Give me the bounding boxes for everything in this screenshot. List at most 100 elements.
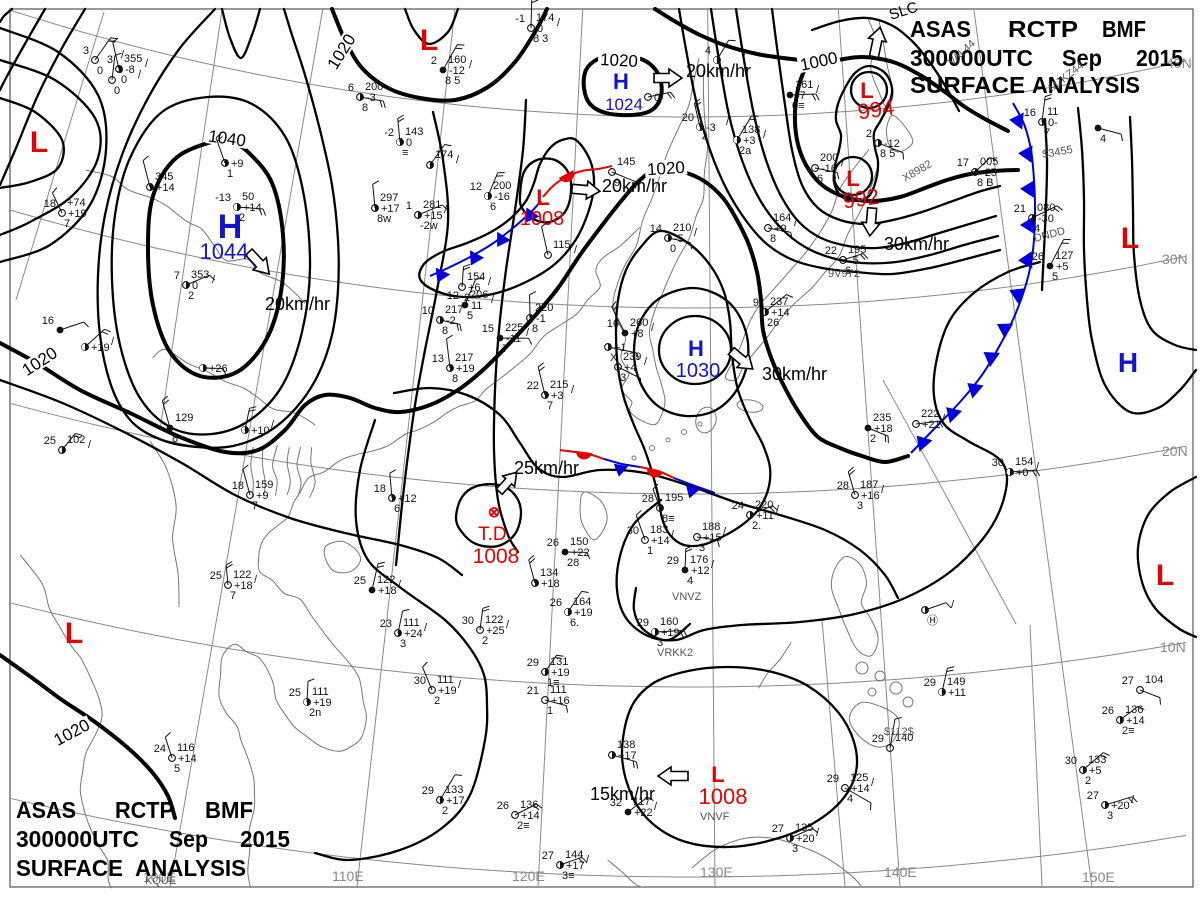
svg-text:+0: +0 (1016, 467, 1029, 479)
svg-text:8: 8 (442, 325, 448, 337)
svg-text:+14: +14 (851, 783, 870, 795)
svg-text:136: 136 (520, 799, 538, 811)
svg-text:/: / (111, 336, 115, 348)
svg-text:1008: 1008 (699, 784, 748, 809)
svg-text:2015: 2015 (240, 826, 290, 852)
svg-text:/: / (871, 777, 875, 789)
svg-text:-12: -12 (884, 138, 900, 150)
svg-text:16: 16 (42, 315, 54, 327)
svg-text:L: L (860, 78, 873, 103)
svg-text:/: / (88, 439, 92, 451)
svg-text:206: 206 (470, 289, 488, 301)
svg-text:+10: +10 (251, 425, 270, 437)
svg-text:297: 297 (380, 192, 398, 204)
svg-text:120E: 120E (512, 868, 545, 884)
svg-text:104: 104 (1145, 674, 1163, 686)
svg-text:-3: -3 (706, 122, 716, 134)
svg-text:26: 26 (1032, 251, 1044, 263)
svg-text:H: H (613, 69, 629, 94)
svg-text:111: 111 (437, 674, 454, 686)
svg-text:/: / (776, 504, 780, 516)
svg-text:200: 200 (365, 81, 383, 93)
svg-text:8: 8 (362, 102, 368, 114)
svg-text:2.: 2. (752, 520, 761, 532)
svg-text:16: 16 (1024, 107, 1036, 119)
svg-text:2: 2 (434, 695, 440, 707)
svg-text:30: 30 (462, 615, 474, 627)
svg-text:L: L (30, 126, 48, 159)
svg-text:138: 138 (617, 739, 635, 751)
svg-text:30: 30 (627, 525, 639, 537)
svg-text:111: 111 (312, 686, 329, 698)
svg-text:3: 3 (107, 54, 113, 66)
svg-text:25: 25 (354, 575, 366, 587)
svg-text:0-: 0- (1048, 117, 1058, 129)
svg-text:6: 6 (490, 201, 496, 213)
svg-text:122: 122 (485, 614, 503, 626)
svg-text:4: 4 (702, 132, 708, 144)
svg-text:1≡: 1≡ (547, 677, 560, 689)
svg-text:9V972: 9V972 (828, 268, 860, 280)
svg-text:15: 15 (482, 323, 494, 335)
svg-text:136: 136 (1125, 704, 1143, 716)
svg-text:+25: +25 (486, 625, 505, 637)
svg-text:220: 220 (755, 499, 773, 511)
svg-text:18: 18 (232, 480, 244, 492)
svg-text:9: 9 (614, 177, 620, 189)
svg-text:L: L (1121, 222, 1139, 255)
svg-text:/: / (763, 129, 767, 141)
svg-text:-30: -30 (1038, 213, 1054, 225)
svg-text:RCTP: RCTP (1008, 16, 1078, 42)
svg-text:+12: +12 (398, 493, 417, 505)
svg-text:-2: -2 (384, 127, 394, 139)
svg-text:8 3: 8 3 (533, 33, 548, 45)
svg-text:/: / (951, 599, 955, 611)
svg-text:4: 4 (687, 575, 693, 587)
svg-text:080: 080 (1037, 202, 1055, 214)
svg-text:129: 129 (175, 412, 193, 424)
svg-text:H: H (1118, 347, 1138, 378)
svg-text:8 5: 8 5 (880, 148, 895, 160)
svg-text:2≡: 2≡ (517, 820, 530, 832)
svg-text:30km/hr: 30km/hr (762, 364, 827, 384)
svg-text:5: 5 (467, 310, 473, 322)
svg-text:1: 1 (547, 705, 553, 717)
svg-text:28: 28 (837, 480, 849, 492)
svg-text:150: 150 (570, 536, 588, 548)
svg-text:1024: 1024 (605, 95, 643, 114)
svg-text:16: 16 (607, 318, 619, 330)
svg-text:ANALYSIS: ANALYSIS (1032, 72, 1140, 98)
svg-text:-7: -7 (796, 90, 806, 102)
svg-text:/: / (488, 276, 492, 288)
svg-text:+20: +20 (796, 833, 815, 845)
svg-text:300000UTC: 300000UTC (16, 826, 139, 852)
svg-text:17: 17 (957, 157, 969, 169)
svg-text:159: 159 (255, 479, 273, 491)
svg-text:-16: -16 (821, 163, 837, 175)
svg-text:164: 164 (573, 596, 591, 608)
svg-text:26: 26 (547, 537, 559, 549)
svg-text:1: 1 (647, 545, 653, 557)
svg-text:Sep: Sep (169, 826, 208, 852)
svg-text:4: 4 (705, 45, 711, 57)
svg-text:26: 26 (550, 597, 562, 609)
svg-text:3: 3 (117, 64, 123, 76)
svg-text:25: 25 (210, 570, 222, 582)
svg-text:15km/hr: 15km/hr (590, 784, 655, 804)
svg-text:353: 353 (191, 269, 209, 281)
svg-text:215: 215 (550, 379, 568, 391)
svg-text:0: 0 (670, 243, 676, 255)
svg-text:+19: +19 (661, 627, 680, 639)
svg-text:6: 6 (817, 173, 823, 185)
svg-text:20N: 20N (1162, 443, 1188, 459)
svg-text:30: 30 (414, 675, 426, 687)
svg-text:/: / (881, 484, 885, 496)
svg-text:+14: +14 (156, 182, 175, 194)
svg-text:/: / (424, 622, 428, 634)
svg-text:/: / (458, 679, 462, 691)
svg-text:6: 6 (845, 265, 851, 277)
svg-text:217: 217 (455, 352, 473, 364)
svg-text:⊗: ⊗ (488, 504, 501, 521)
svg-text:BMF: BMF (205, 797, 253, 823)
svg-text:+11: +11 (948, 687, 966, 699)
